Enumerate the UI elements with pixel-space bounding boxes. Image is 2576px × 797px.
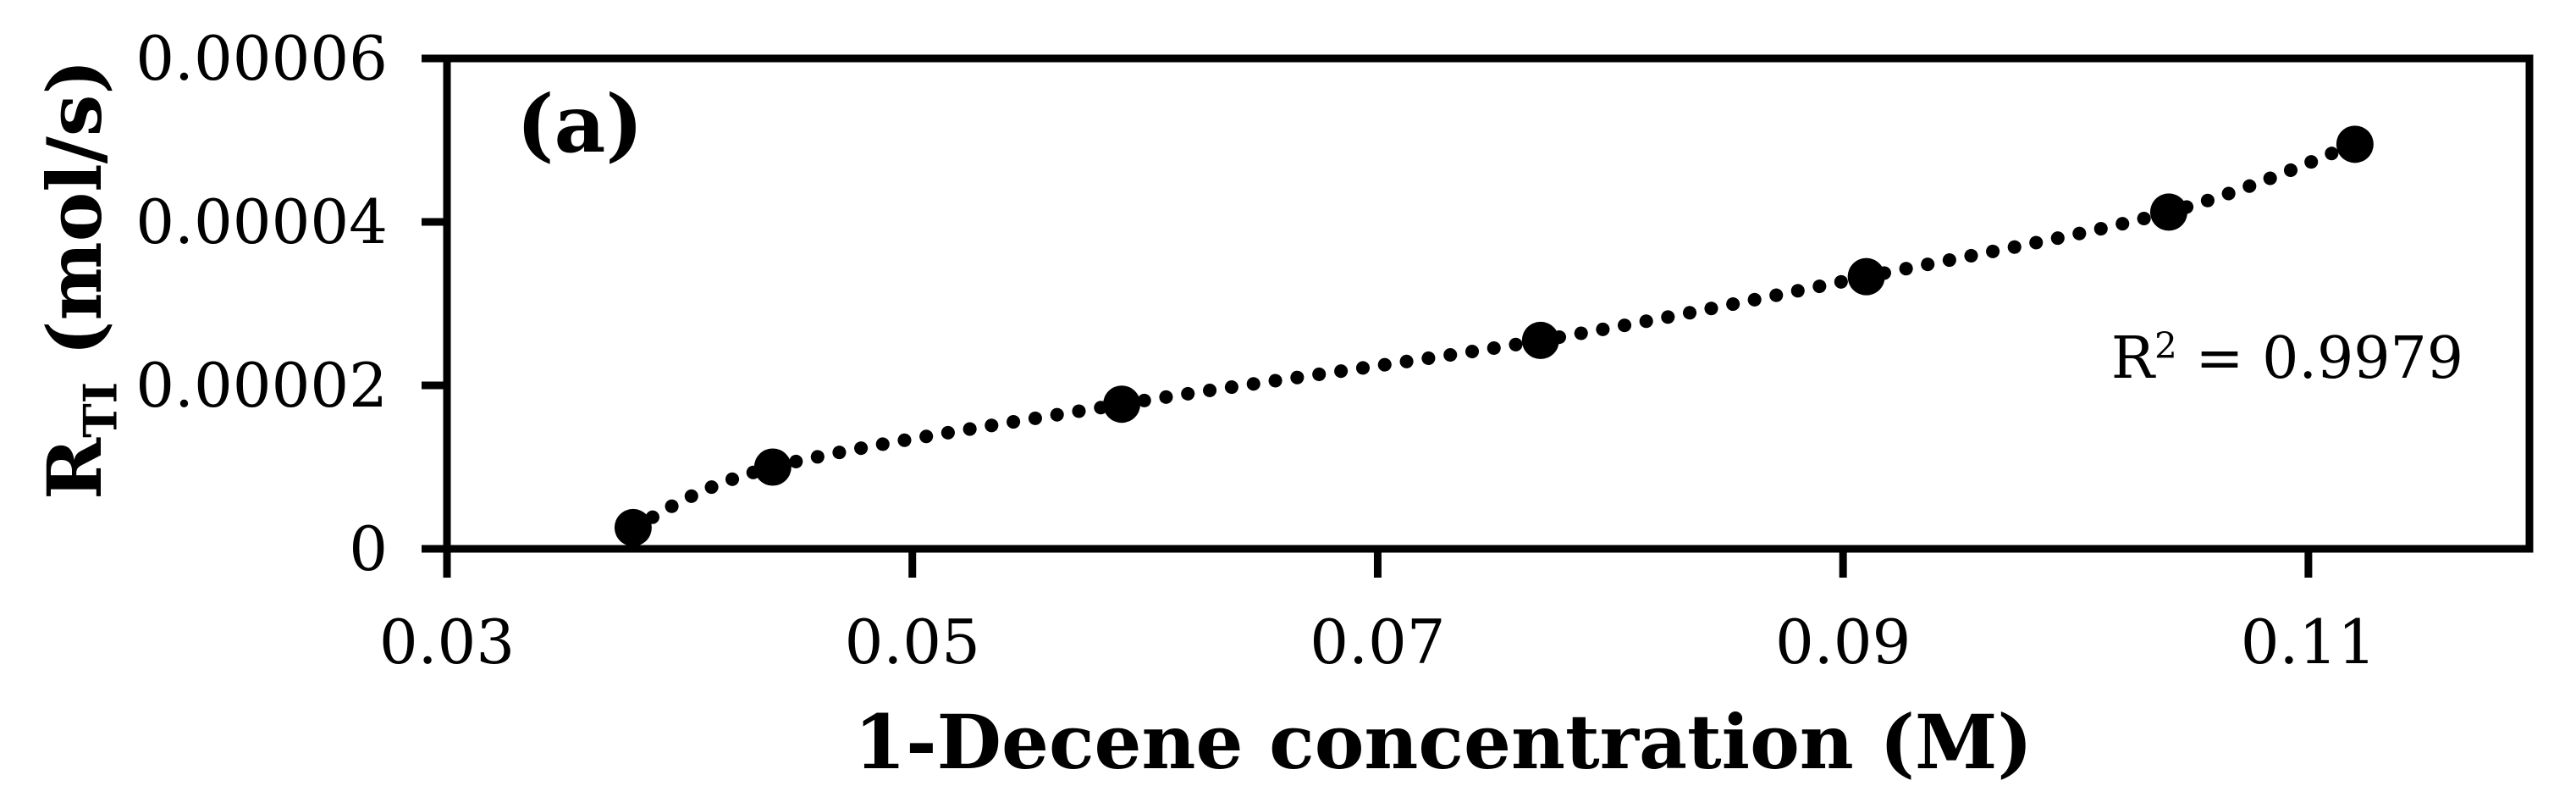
data-point bbox=[614, 508, 652, 546]
y-tick-label: 0.00004 bbox=[135, 186, 388, 257]
data-point bbox=[2149, 193, 2187, 231]
y-axis-title: RTI (mol/s) bbox=[30, 59, 128, 500]
y-axis-title-units: (mol/s) bbox=[30, 58, 119, 382]
data-point bbox=[1103, 385, 1141, 423]
r-squared-exponent: 2 bbox=[2154, 324, 2177, 367]
y-tick-label: 0.00006 bbox=[135, 23, 388, 94]
data-point bbox=[1847, 257, 1885, 296]
data-point bbox=[753, 448, 792, 486]
r-squared-prefix: R bbox=[2110, 325, 2155, 392]
y-tick-label: 0.00002 bbox=[135, 350, 388, 421]
panel-label: (a) bbox=[516, 78, 643, 171]
x-tick-label: 0.09 bbox=[1775, 606, 1911, 678]
x-tick-label: 0.07 bbox=[1310, 606, 1445, 678]
data-point bbox=[1521, 321, 1559, 359]
r-squared-annotation: R2 = 0.9979 bbox=[2111, 328, 2463, 388]
y-axis-title-main: R bbox=[30, 437, 119, 501]
trendline bbox=[626, 137, 2362, 534]
x-tick-label: 0.05 bbox=[845, 606, 980, 678]
x-tick-label: 0.03 bbox=[379, 606, 515, 678]
r-squared-value: = 0.9979 bbox=[2176, 325, 2463, 392]
x-tick-label: 0.11 bbox=[2241, 606, 2376, 678]
data-point bbox=[2336, 125, 2374, 163]
y-tick-label: 0 bbox=[349, 513, 388, 584]
plot-border bbox=[443, 54, 2534, 553]
y-axis-title-subscript: TI bbox=[73, 381, 128, 438]
x-axis-title: 1-Decene concentration (M) bbox=[853, 698, 2033, 786]
